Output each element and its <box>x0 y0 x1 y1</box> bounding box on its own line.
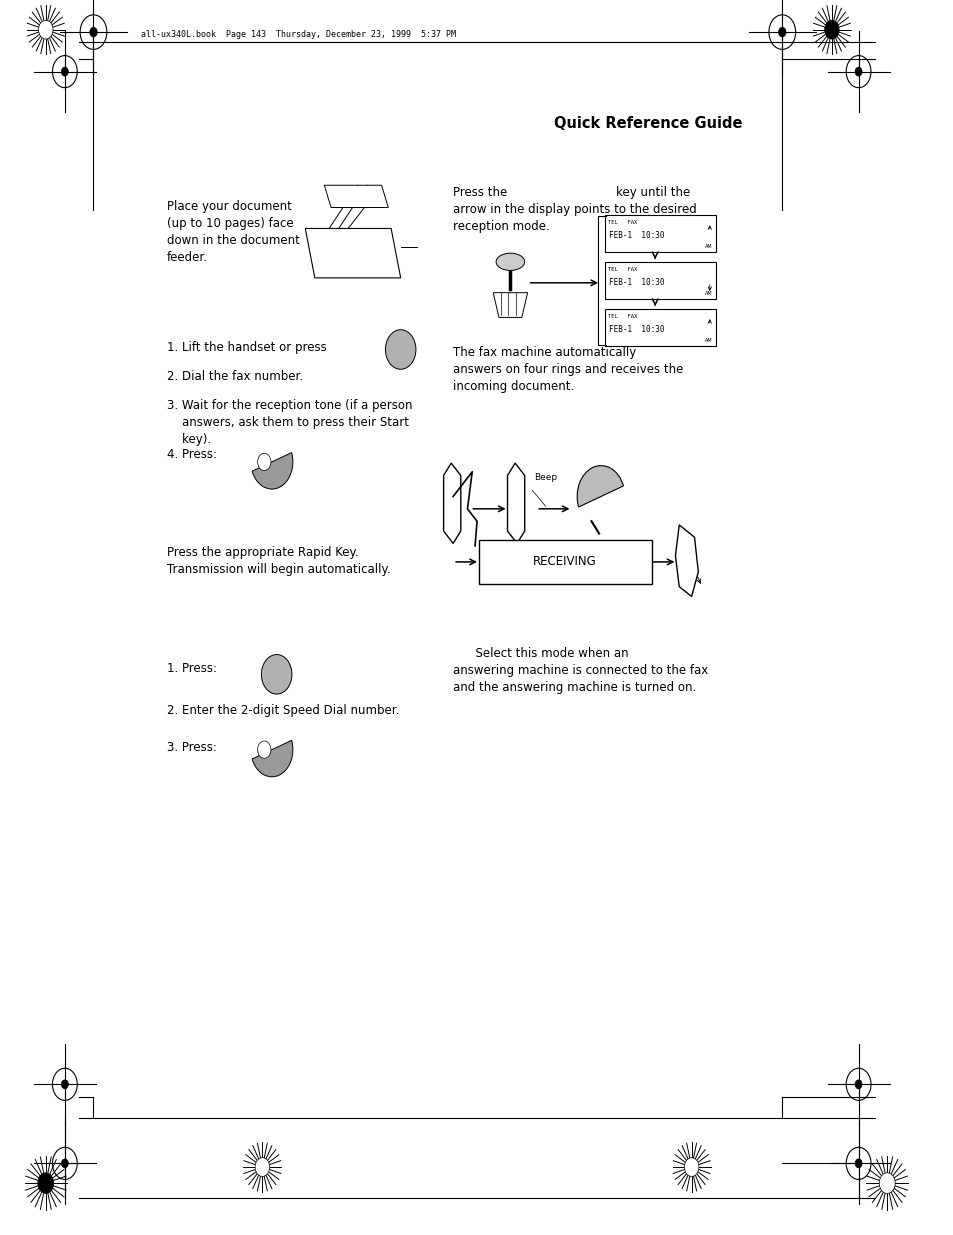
Circle shape <box>261 655 292 694</box>
Text: 3. Wait for the reception tone (if a person
    answers, ask them to press their: 3. Wait for the reception tone (if a per… <box>167 399 412 446</box>
Circle shape <box>683 1157 699 1177</box>
FancyBboxPatch shape <box>604 215 716 252</box>
Text: Press the appropriate Rapid Key.
Transmission will begin automatically.: Press the appropriate Rapid Key. Transmi… <box>167 546 390 576</box>
Circle shape <box>823 20 839 40</box>
Text: FEB-1  10:30: FEB-1 10:30 <box>608 325 663 333</box>
Text: TEL   FAX: TEL FAX <box>607 314 637 319</box>
Circle shape <box>90 27 97 37</box>
Text: 1. Press:: 1. Press: <box>167 662 216 676</box>
Circle shape <box>854 67 862 77</box>
Circle shape <box>854 1079 862 1089</box>
Circle shape <box>38 20 53 40</box>
Text: FEB-1  10:30: FEB-1 10:30 <box>608 231 663 240</box>
Wedge shape <box>252 740 293 777</box>
Text: The fax machine automatically
answers on four rings and receives the
incoming do: The fax machine automatically answers on… <box>453 346 682 393</box>
Text: TEL   FAX: TEL FAX <box>607 267 637 272</box>
Circle shape <box>61 1079 69 1089</box>
Text: TEL   FAX: TEL FAX <box>607 220 637 225</box>
FancyBboxPatch shape <box>604 262 716 299</box>
Circle shape <box>254 1157 270 1177</box>
Ellipse shape <box>496 253 524 270</box>
Text: AM: AM <box>704 291 712 296</box>
Text: 2. Dial the fax number.: 2. Dial the fax number. <box>167 370 303 384</box>
Circle shape <box>385 330 416 369</box>
Text: 2. Enter the 2-digit Speed Dial number.: 2. Enter the 2-digit Speed Dial number. <box>167 704 399 718</box>
Circle shape <box>854 1158 862 1168</box>
Circle shape <box>38 1173 53 1193</box>
Text: Quick Reference Guide: Quick Reference Guide <box>554 116 742 131</box>
Wedge shape <box>252 452 293 489</box>
Text: Place your document
(up to 10 pages) face
down in the document
feeder.: Place your document (up to 10 pages) fac… <box>167 200 299 264</box>
Text: AM: AM <box>704 338 712 343</box>
Circle shape <box>61 1158 69 1168</box>
Circle shape <box>257 741 271 758</box>
Circle shape <box>61 67 69 77</box>
Circle shape <box>257 453 271 471</box>
Text: all-ux340L.book  Page 143  Thursday, December 23, 1999  5:37 PM: all-ux340L.book Page 143 Thursday, Decem… <box>141 30 456 40</box>
Text: Press the                             key until the
arrow in the display points : Press the key until the arrow in the dis… <box>453 186 697 233</box>
Text: Select this mode when an
answering machine is connected to the fax
and the answe: Select this mode when an answering machi… <box>453 647 708 694</box>
Text: 4. Press:: 4. Press: <box>167 448 216 462</box>
Text: RECEIVING: RECEIVING <box>533 556 596 568</box>
Text: AM: AM <box>704 245 712 249</box>
Text: 3. Press:: 3. Press: <box>167 741 216 755</box>
Polygon shape <box>324 185 388 207</box>
Text: 1. Lift the handset or press: 1. Lift the handset or press <box>167 341 326 354</box>
Circle shape <box>778 27 785 37</box>
Text: FEB-1  10:30: FEB-1 10:30 <box>608 278 663 287</box>
FancyBboxPatch shape <box>478 540 651 584</box>
Circle shape <box>879 1173 894 1193</box>
Wedge shape <box>577 466 622 508</box>
Text: Beep: Beep <box>534 473 557 483</box>
FancyBboxPatch shape <box>604 309 716 346</box>
